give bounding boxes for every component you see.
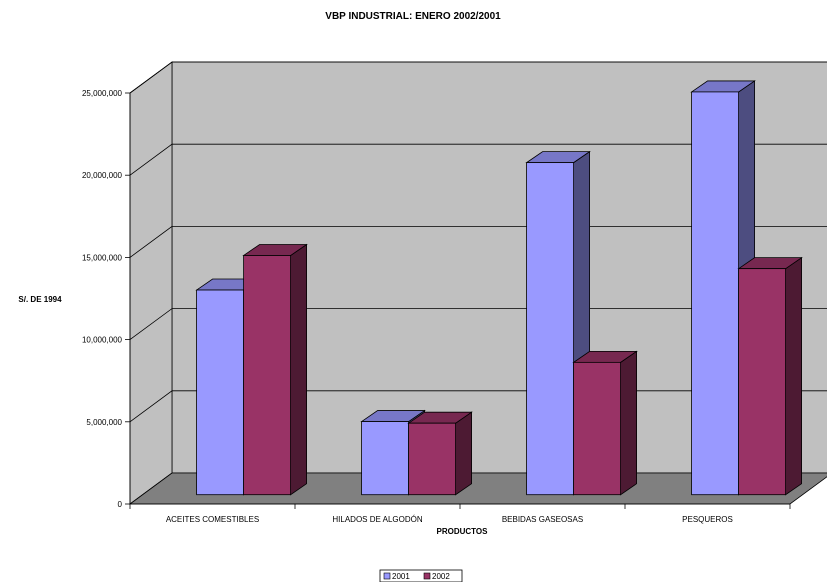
x-tick-label: BEBIDAS GASEOSAS (502, 515, 583, 524)
gridline (129, 61, 827, 94)
bar-front (526, 162, 574, 496)
bar-2002-3 (737, 256, 803, 496)
legend-swatch (383, 572, 391, 580)
x-tick-label: HILADOS DE ALGODÓN (332, 515, 422, 524)
bar-side (290, 243, 308, 496)
gridlines (129, 61, 827, 423)
bar-front (361, 421, 410, 496)
x-tick-label: ACEITES COMESTIBLES (166, 515, 259, 524)
side-wall (129, 61, 173, 505)
y-tick-label: 20,000,000 (82, 171, 123, 180)
gridline (129, 308, 827, 340)
bar-front (738, 268, 786, 496)
y-tick-label: 5,000,000 (86, 418, 122, 427)
x-tick-labels: ACEITES COMESTIBLES HILADOS DE ALGODÓN BEB… (166, 515, 733, 524)
bar-2002-0 (242, 243, 308, 496)
y-tick-label: 10,000,000 (82, 336, 123, 345)
gridline (129, 225, 827, 258)
y-tick-label: 25,000,000 (82, 89, 123, 98)
x-tick-label: PESQUEROS (682, 515, 733, 524)
chart-title: VBP INDUSTRIAL: ENERO 2002/2001 (325, 11, 501, 22)
bar-front (691, 91, 739, 496)
bar-side (620, 350, 637, 496)
x-axis-label: PRODUCTOS (437, 527, 489, 536)
y-tick-label: 0 (118, 500, 123, 509)
legend: 2001 2002 (379, 569, 463, 582)
y-tick-label: 15,000,000 (82, 253, 123, 262)
axes (125, 92, 791, 509)
bars (195, 80, 803, 496)
legend-box (379, 569, 463, 582)
bar-side (785, 256, 802, 496)
gridline (129, 143, 827, 176)
legend-label: 2002 (432, 572, 450, 581)
bar-2002-2 (572, 350, 638, 496)
bar-front (243, 255, 292, 496)
bar-side (455, 411, 473, 496)
bar-front (573, 361, 621, 496)
legend-label: 2001 (392, 572, 410, 581)
bar-2002-1 (407, 411, 473, 496)
legend-swatch (423, 572, 431, 580)
bar-front (408, 422, 457, 496)
bar-front (196, 289, 245, 496)
y-axis-label: S/. DE 1994 (18, 295, 62, 304)
y-tick-labels: 0 5,000,000 10,000,000 15,000,000 20,000,000… (82, 89, 123, 509)
